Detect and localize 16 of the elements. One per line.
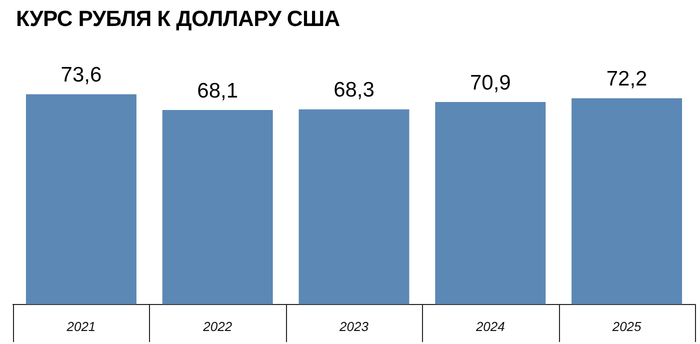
data-label: 68,1 [197, 79, 238, 102]
bar [162, 110, 273, 304]
x-tick-label: 2024 [474, 318, 505, 334]
data-label: 68,3 [334, 78, 374, 102]
x-tick-label: 2022 [202, 318, 233, 334]
data-label: 73,6 [60, 64, 102, 87]
data-label: 72,2 [606, 68, 648, 91]
x-tick-label: 2021 [66, 318, 96, 334]
chart-title: КУРС РУБЛЯ К ДОЛЛАРУ США [15, 5, 341, 33]
x-tick-label: 2025 [611, 318, 642, 334]
bar [26, 94, 136, 304]
bar [572, 98, 682, 304]
bar [435, 102, 546, 304]
data-label: 70,9 [470, 71, 511, 94]
x-tick-label: 2023 [338, 318, 370, 334]
bar [298, 109, 410, 304]
